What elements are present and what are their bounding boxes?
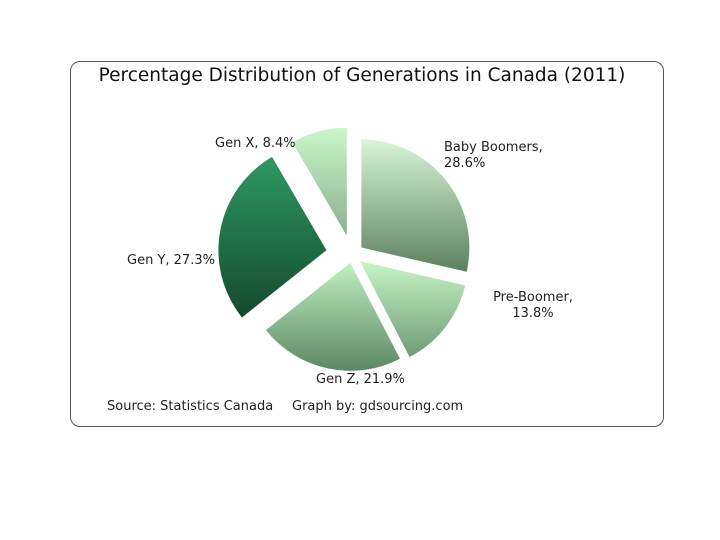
pie-slice-gen-y [218, 156, 327, 318]
slice-label-baby-boomers: Baby Boomers, 28.6% [444, 140, 543, 171]
pie-slice-pre-boomer [359, 261, 466, 358]
credit-note: Graph by: gdsourcing.com [292, 399, 464, 414]
source-note: Source: Statistics Canada [107, 399, 274, 414]
chart-title: Percentage Distribution of Generations i… [98, 65, 626, 86]
slice-label-gen-y: Gen Y, 27.3% [127, 253, 215, 268]
slice-label-gen-x: Gen X, 8.4% [215, 136, 296, 151]
pie-slice-baby-boomers [361, 139, 470, 272]
pie-slice-gen-z [265, 262, 400, 371]
slice-label-gen-z: Gen Z, 21.9% [316, 372, 405, 387]
slice-label-pre-boomer: Pre-Boomer, 13.8% [493, 290, 573, 321]
chart-frame [70, 61, 664, 427]
pie-slice-gen-x [292, 127, 347, 236]
